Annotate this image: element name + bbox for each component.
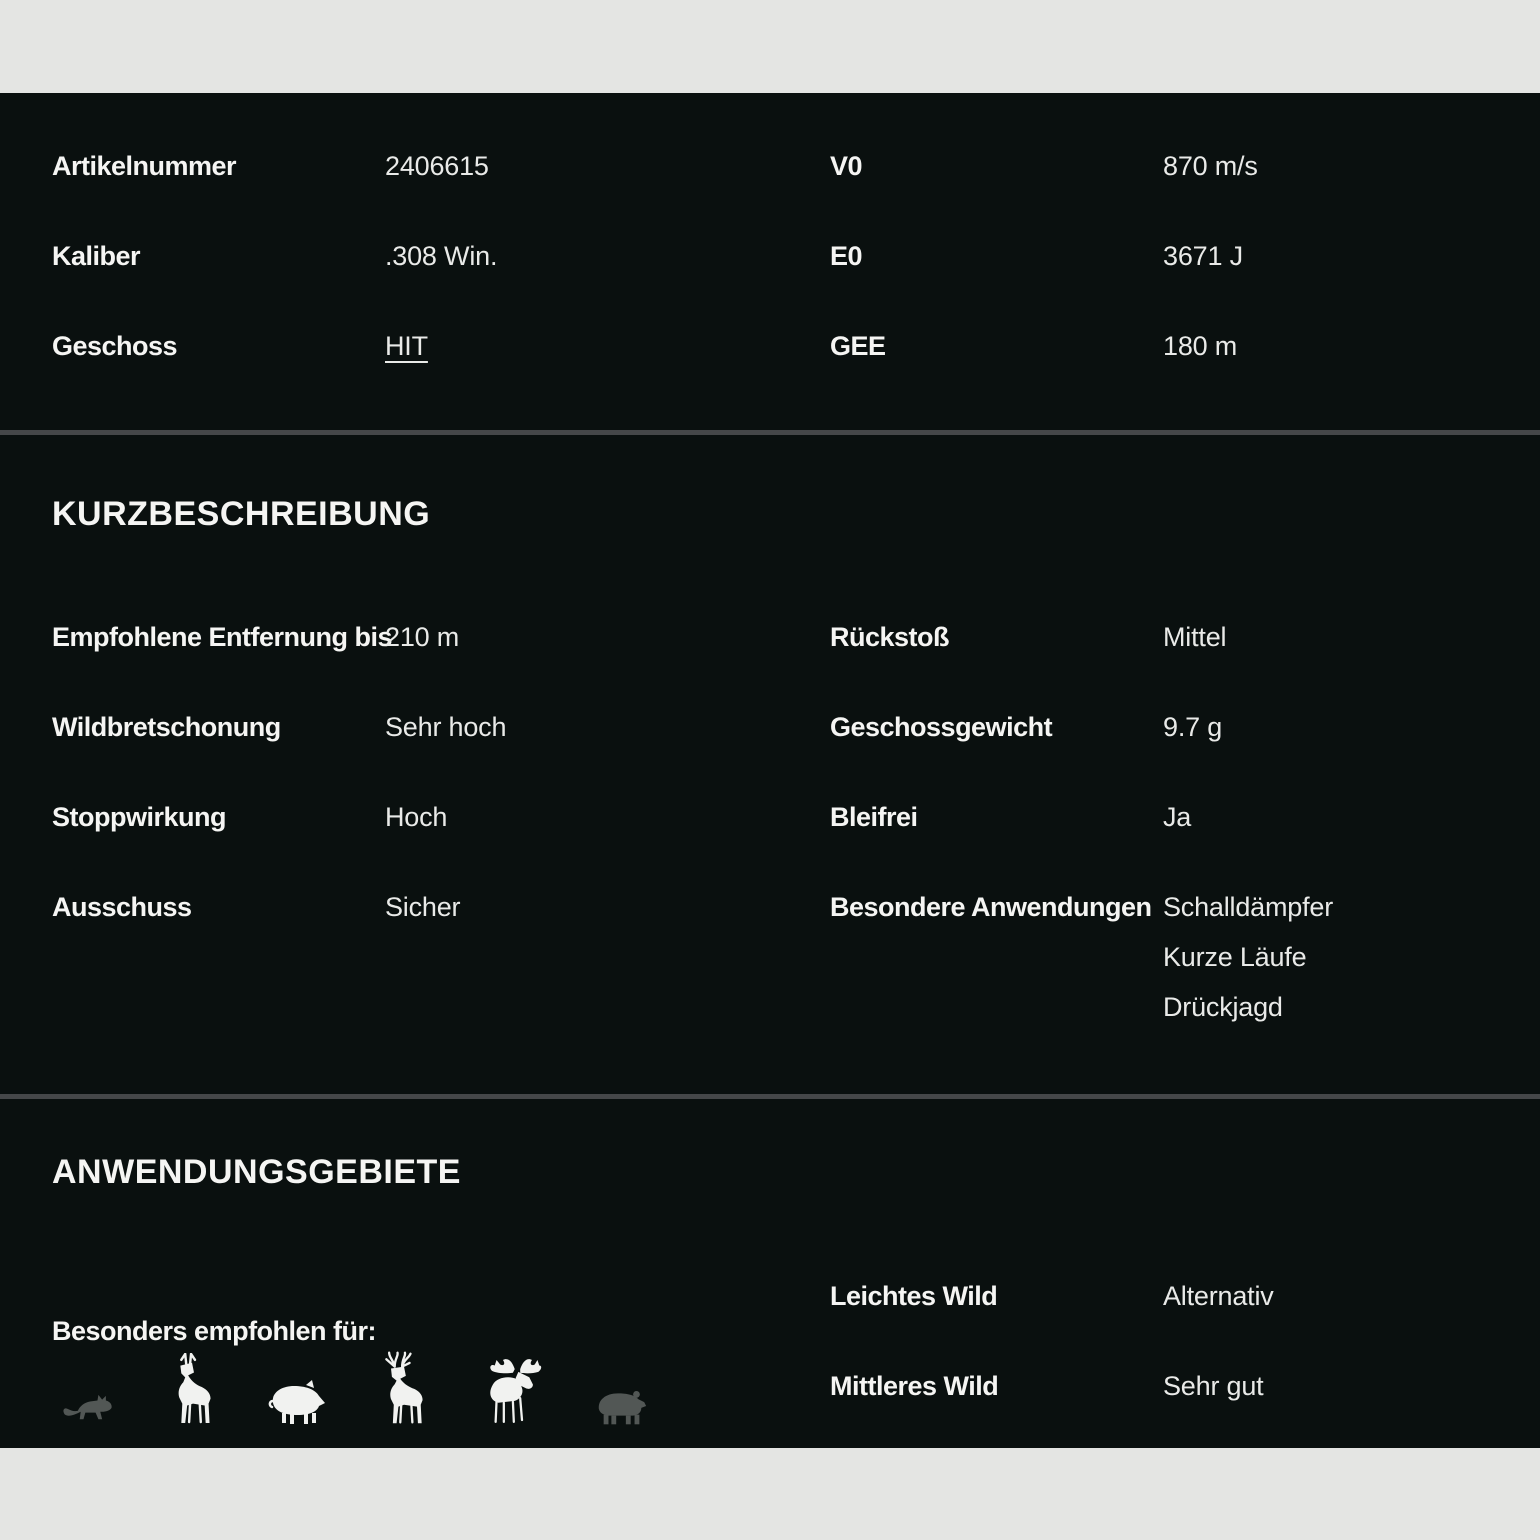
- spec-label-artikelnummer: Artikelnummer: [52, 150, 237, 181]
- geschoss-value: HIT: [385, 321, 830, 371]
- section-divider: [0, 430, 1540, 435]
- animal-icons-row: [62, 1351, 830, 1425]
- spec-row: Geschoss HIT GEE 180 m: [52, 301, 1488, 391]
- spec-row: Artikelnummer 2406615 V0 870 m/s: [52, 121, 1488, 211]
- spec-value-kaliber: .308 Win.: [385, 241, 498, 271]
- anwendungsgebiete-title: ANWENDUNGSGEBIETE: [52, 1153, 461, 1191]
- value-rueckstoss: Mittel: [1163, 622, 1227, 652]
- section-divider: [0, 1094, 1540, 1099]
- moose-icon: [490, 1359, 542, 1423]
- specs-section: Artikelnummer 2406615 V0 870 m/s Kaliber…: [0, 93, 1540, 430]
- label-empfohlene-entfernung: Empfohlene Entfernung bis: [52, 621, 393, 652]
- spec-value-e0: 3671 J: [1163, 241, 1243, 271]
- spec-value-v0: 870 m/s: [1163, 151, 1258, 181]
- kurz-row: Empfohlene Entfernung bis 210 m Rückstoß…: [52, 592, 1488, 682]
- label-wildbretschonung: Wildbretschonung: [52, 711, 281, 742]
- roe-deer-icon: [178, 1353, 211, 1424]
- spec-value-gee: 180 m: [1163, 331, 1238, 361]
- spec-label-e0: E0: [830, 240, 863, 271]
- wild-ratings-block: Leichtes Wild Alternativ Mittleres Wild …: [830, 1251, 1488, 1431]
- recommended-animals-block: Besonders empfohlen für:: [52, 1193, 830, 1431]
- rating-row: Leichtes Wild Alternativ: [830, 1251, 1488, 1341]
- kurzbeschreibung-section: KURZBESCHREIBUNG Empfohlene Entfernung b…: [0, 435, 1540, 1094]
- geschoss-hit-link[interactable]: HIT: [385, 331, 428, 361]
- wild-boar-icon: [268, 1380, 325, 1424]
- value-stoppwirkung: Hoch: [385, 802, 448, 832]
- fox-icon: [63, 1394, 112, 1420]
- kurzbeschreibung-rows: Empfohlene Entfernung bis 210 m Rückstoß…: [52, 592, 1488, 1032]
- label-mittleres-wild: Mittleres Wild: [830, 1370, 999, 1401]
- kurzbeschreibung-title: KURZBESCHREIBUNG: [52, 495, 431, 533]
- label-bleifrei: Bleifrei: [830, 801, 918, 832]
- spec-label-v0: V0: [830, 150, 863, 181]
- kurz-row: Wildbretschonung Sehr hoch Geschossgewic…: [52, 682, 1488, 772]
- spec-label-geschoss: Geschoss: [52, 330, 178, 361]
- label-geschossgewicht: Geschossgewicht: [830, 711, 1053, 742]
- top-spacer: [0, 0, 1540, 93]
- value-bleifrei: Ja: [1163, 802, 1192, 832]
- bottom-spacer: [0, 1448, 1540, 1540]
- kurz-row: Ausschuss Sicher Besondere Anwendungen S…: [52, 862, 1488, 1032]
- spec-row: Kaliber .308 Win. E0 3671 J: [52, 211, 1488, 301]
- label-rueckstoss: Rückstoß: [830, 621, 950, 652]
- value-leichtes-wild: Alternativ: [1163, 1281, 1274, 1311]
- label-stoppwirkung: Stoppwirkung: [52, 801, 226, 832]
- label-ausschuss: Ausschuss: [52, 892, 192, 922]
- anwendungsgebiete-section: ANWENDUNGSGEBIETE Besonders empfohlen fü…: [0, 1099, 1540, 1448]
- red-deer-icon: [385, 1351, 423, 1424]
- value-line-kurze-laeufe: Kurze Läufe: [1163, 942, 1307, 972]
- spec-value-artikelnummer: 2406615: [385, 151, 489, 181]
- value-ausschuss: Sicher: [385, 892, 461, 922]
- recommended-for-label: Besonders empfohlen für:: [52, 1316, 377, 1346]
- label-besondere-anwendungen: Besondere Anwendungen: [830, 892, 1152, 922]
- spec-label-kaliber: Kaliber: [52, 240, 141, 271]
- kurz-row: Stoppwirkung Hoch Bleifrei Ja: [52, 772, 1488, 862]
- value-wildbretschonung: Sehr hoch: [385, 712, 507, 742]
- value-besondere-anwendungen: Schalldämpfer Kurze Läufe Drückjagd: [1163, 862, 1488, 1032]
- anwendungsgebiete-body: Besonders empfohlen für:: [52, 1193, 1488, 1431]
- value-line-schalldaempfer: Schalldämpfer: [1163, 892, 1333, 922]
- value-empfohlene-entfernung: 210 m: [385, 622, 460, 652]
- rating-row: Mittleres Wild Sehr gut: [830, 1341, 1488, 1431]
- value-mittleres-wild: Sehr gut: [1163, 1371, 1264, 1401]
- label-leichtes-wild: Leichtes Wild: [830, 1280, 998, 1311]
- spec-label-gee: GEE: [830, 330, 886, 361]
- bear-icon: [598, 1391, 647, 1425]
- value-geschossgewicht: 9.7 g: [1163, 712, 1223, 742]
- value-line-drueckjagd: Drückjagd: [1163, 992, 1283, 1022]
